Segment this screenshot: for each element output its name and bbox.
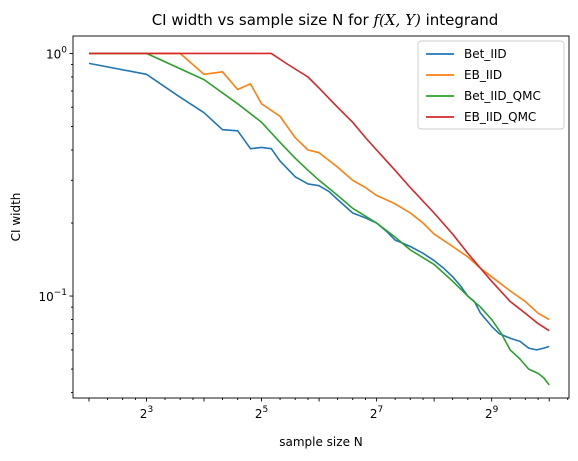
x-axis-ticks: 23 25 27 29 (88, 398, 569, 421)
x-tick-label: 25 (255, 405, 268, 421)
y-axis-ticks: 100 10−1 (38, 45, 73, 394)
x-tick-label: 29 (485, 405, 499, 421)
x-tick-label: 27 (370, 405, 383, 421)
legend-label: EB_IID_QMC (464, 110, 536, 124)
series-line-bet-iid-qmc (89, 52, 550, 386)
legend-label: Bet_IID_QMC (464, 89, 541, 103)
legend: Bet_IID EB_IID Bet_IID_QMC EB_IID_QMC (417, 40, 565, 130)
series-line-eb-iid (89, 52, 550, 321)
chart-title: CI width vs sample size N for f(X, Y) in… (152, 11, 499, 29)
x-tick-label: 23 (140, 405, 153, 421)
chart-title-suffix: integrand (421, 11, 498, 29)
chart-title-prefix: CI width vs sample size N for (152, 11, 374, 29)
x-axis-label: sample size N (279, 435, 363, 449)
y-tick-label: 10−1 (38, 288, 67, 304)
series-line-eb-iid-qmc (89, 52, 550, 332)
y-tick-label: 100 (46, 45, 67, 61)
legend-label: Bet_IID (464, 47, 507, 61)
series-group (88, 52, 550, 386)
series-line-bet-iid (88, 62, 550, 351)
legend-box (417, 40, 565, 130)
y-axis-label: CI width (9, 193, 23, 242)
chart-title-math: f(X, Y) (372, 11, 421, 29)
legend-label: EB_IID (464, 68, 502, 82)
plot-area-frame (72, 35, 570, 399)
